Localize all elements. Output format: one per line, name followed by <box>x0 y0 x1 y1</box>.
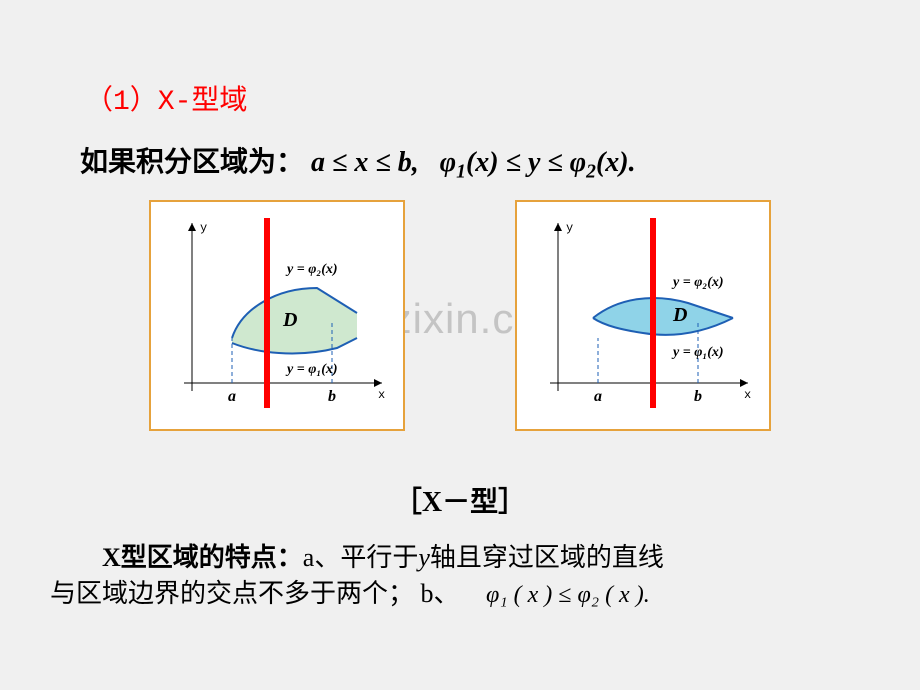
svg-text:y = φ₂(x): y = φ₂(x) <box>671 275 724 290</box>
svg-text:x: x <box>378 388 385 402</box>
section-heading: （1）X-型域 <box>85 78 247 118</box>
explanation-line2: 与区域边界的交点不多于两个； b、 <box>50 579 460 608</box>
explanation-part-a2: 轴且穿过区域的直线 <box>430 543 664 572</box>
svg-text:y = φ₁(x): y = φ₁(x) <box>285 362 338 377</box>
explanation-indent <box>50 543 102 572</box>
svg-text:x: x <box>744 388 751 402</box>
svg-text:b: b <box>328 388 336 405</box>
svg-text:y = φ₁(x): y = φ₁(x) <box>671 345 724 360</box>
explanation-block: X型区域的特点：a、平行于y轴且穿过区域的直线 与区域边界的交点不多于两个； b… <box>50 540 870 613</box>
svg-text:y: y <box>566 221 573 235</box>
svg-text:D: D <box>282 309 297 331</box>
svg-text:a: a <box>228 388 236 405</box>
svg-text:y: y <box>200 221 207 235</box>
svg-text:y = φ₂(x): y = φ₂(x) <box>285 262 338 277</box>
diagram-left-frame: y x a b y = φ₂(x) y = φ₁(x) D <box>149 200 405 431</box>
diagrams-row: y x a b y = φ₂(x) y = φ₁(x) D y x a b y = φ₂(x) y =… <box>0 200 920 431</box>
condition-range-x: a ≤ x ≤ b, <box>311 147 419 178</box>
svg-text:b: b <box>694 388 702 405</box>
svg-text:D: D <box>672 304 687 326</box>
explanation-math: φ₁ ( x ) ≤ φ₂ ( x ). <box>486 582 650 608</box>
x-type-label: ［X－型］ <box>0 480 920 520</box>
diagram-left: y x a b y = φ₂(x) y = φ₁(x) D <box>157 208 397 418</box>
explanation-part-a: a、平行于 <box>303 543 419 572</box>
condition-range-y: φ1(x) ≤ y ≤ φ2(x). <box>426 147 636 178</box>
condition-prefix: 如果积分区域为： <box>80 147 304 178</box>
diagram-right-frame: y x a b y = φ₂(x) y = φ₁(x) D <box>515 200 771 431</box>
explanation-lead: X型区域的特点： <box>102 543 303 572</box>
condition-line: 如果积分区域为： a ≤ x ≤ b, φ1(x) ≤ y ≤ φ2(x). <box>80 140 636 184</box>
svg-text:a: a <box>594 388 602 405</box>
y-italic: y <box>418 543 430 572</box>
diagram-right: y x a b y = φ₂(x) y = φ₁(x) D <box>523 208 763 418</box>
